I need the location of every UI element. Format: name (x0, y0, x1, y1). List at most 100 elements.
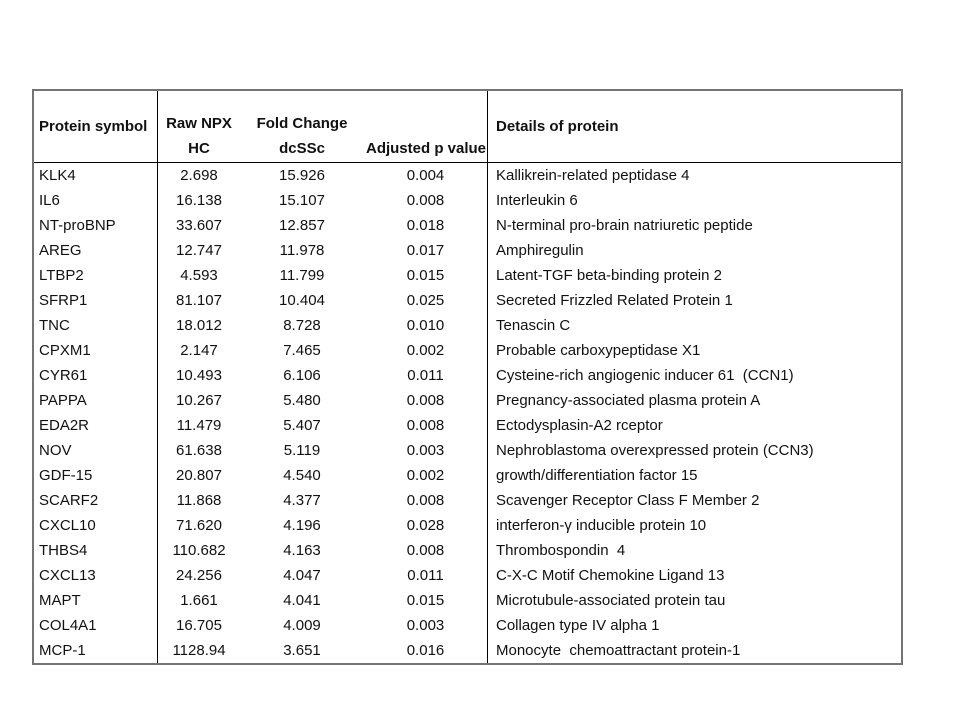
protein-details-cell: Microtubule-associated protein tau (496, 592, 726, 609)
table-row: AREG 12.747 11.978 0.017 Amphiregulin (34, 238, 901, 263)
raw-npx-hc-cell: 4.593 (180, 267, 218, 284)
raw-npx-hc-cell: 81.107 (176, 292, 222, 309)
table-row: THBS4 110.682 4.163 0.008 Thrombospondin… (34, 538, 901, 563)
table-row: NT-proBNP 33.607 12.857 0.018 N-terminal… (34, 213, 901, 238)
protein-symbol-cell: CXCL13 (34, 563, 158, 588)
adjusted-p-value-cell: 0.003 (364, 613, 488, 638)
table-row: CXCL13 24.256 4.047 0.011 C-X-C Motif Ch… (34, 563, 901, 588)
protein-details-cell: Amphiregulin (496, 242, 584, 259)
raw-npx-hc-cell: 33.607 (176, 217, 222, 234)
header-raw-npx: Raw NPX (166, 115, 232, 132)
protein-symbol-cell: AREG (34, 238, 158, 263)
fold-change-dcssc-cell: 8.728 (283, 317, 321, 334)
protein-details-cell: Monocyte chemoattractant protein-1 (496, 642, 741, 659)
header-values-group: Raw NPX Fold Change HC dcSSc Adjusted p … (158, 91, 488, 162)
protein-symbol-cell: MCP-1 (34, 638, 158, 663)
adjusted-p-value-cell: 0.010 (364, 313, 488, 338)
adjusted-p-value-cell: 0.015 (364, 263, 488, 288)
raw-npx-hc-cell: 71.620 (176, 517, 222, 534)
table-row: PAPPA 10.267 5.480 0.008 Pregnancy-assoc… (34, 388, 901, 413)
table-header-row: Protein symbol Raw NPX Fold Change HC dc… (34, 91, 901, 163)
adjusted-p-value-cell: 0.002 (364, 338, 488, 363)
protein-details-cell: growth/differentiation factor 15 (496, 467, 698, 484)
table-row: SCARF2 11.868 4.377 0.008 Scavenger Rece… (34, 488, 901, 513)
fold-change-dcssc-cell: 7.465 (283, 342, 321, 359)
adjusted-p-value-cell: 0.025 (364, 288, 488, 313)
fold-change-dcssc-cell: 4.163 (283, 542, 321, 559)
raw-npx-hc-cell: 16.705 (176, 617, 222, 634)
protein-symbol-cell: COL4A1 (34, 613, 158, 638)
adjusted-p-value-cell: 0.011 (364, 563, 488, 588)
fold-change-dcssc-cell: 5.407 (283, 417, 321, 434)
protein-symbol-cell: CYR61 (34, 363, 158, 388)
raw-npx-hc-cell: 10.267 (176, 392, 222, 409)
protein-details-cell: Collagen type IV alpha 1 (496, 617, 660, 634)
adjusted-p-value-cell: 0.011 (364, 363, 488, 388)
fold-change-dcssc-cell: 4.377 (283, 492, 321, 509)
raw-npx-hc-cell: 1128.94 (172, 642, 226, 659)
protein-details-cell: Scavenger Receptor Class F Member 2 (496, 492, 760, 509)
protein-symbol-cell: KLK4 (34, 163, 158, 188)
fold-change-dcssc-cell: 12.857 (279, 217, 325, 234)
protein-symbol-cell: MAPT (34, 588, 158, 613)
fold-change-dcssc-cell: 4.540 (283, 467, 321, 484)
table-row: COL4A1 16.705 4.009 0.003 Collagen type … (34, 613, 901, 638)
adjusted-p-value-cell: 0.008 (364, 488, 488, 513)
fold-change-dcssc-cell: 4.009 (283, 617, 321, 634)
table-row: IL6 16.138 15.107 0.008 Interleukin 6 (34, 188, 901, 213)
header-dcssc: dcSSc (279, 140, 325, 157)
protein-details-cell: Ectodysplasin-A2 rceptor (496, 417, 663, 434)
raw-npx-hc-cell: 2.698 (180, 167, 218, 184)
protein-details-cell: Secreted Frizzled Related Protein 1 (496, 292, 733, 309)
adjusted-p-value-cell: 0.002 (364, 463, 488, 488)
table-row: EDA2R 11.479 5.407 0.008 Ectodysplasin-A… (34, 413, 901, 438)
fold-change-dcssc-cell: 4.196 (283, 517, 321, 534)
fold-change-dcssc-cell: 11.799 (279, 267, 325, 284)
protein-details-cell: N-terminal pro-brain natriuretic peptide (496, 217, 753, 234)
adjusted-p-value-cell: 0.008 (364, 388, 488, 413)
table-row: CYR61 10.493 6.106 0.011 Cysteine-rich a… (34, 363, 901, 388)
protein-symbol-cell: NT-proBNP (34, 213, 158, 238)
raw-npx-hc-cell: 10.493 (176, 367, 222, 384)
protein-symbol-cell: PAPPA (34, 388, 158, 413)
adjusted-p-value-cell: 0.008 (364, 188, 488, 213)
protein-details-cell: Tenascin C (496, 317, 571, 334)
protein-details-cell: Interleukin 6 (496, 192, 578, 209)
protein-details-cell: Nephroblastoma overexpressed protein (CC… (496, 442, 814, 459)
protein-symbol-cell: CXCL10 (34, 513, 158, 538)
raw-npx-hc-cell: 11.868 (176, 492, 222, 509)
fold-change-dcssc-cell: 5.119 (283, 442, 321, 459)
fold-change-dcssc-cell: 10.404 (279, 292, 325, 309)
table-row: TNC 18.012 8.728 0.010 Tenascin C (34, 313, 901, 338)
raw-npx-hc-cell: 16.138 (176, 192, 222, 209)
header-fold-change: Fold Change (256, 115, 348, 132)
header-details-of-protein: Details of protein (496, 118, 619, 135)
protein-symbol-cell: SCARF2 (34, 488, 158, 513)
fold-change-dcssc-cell: 5.480 (283, 392, 321, 409)
raw-npx-hc-cell: 20.807 (176, 467, 222, 484)
raw-npx-hc-cell: 18.012 (176, 317, 222, 334)
adjusted-p-value-cell: 0.017 (364, 238, 488, 263)
fold-change-dcssc-cell: 6.106 (283, 367, 321, 384)
fold-change-dcssc-cell: 4.047 (283, 567, 321, 584)
protein-symbol-cell: THBS4 (34, 538, 158, 563)
raw-npx-hc-cell: 61.638 (176, 442, 222, 459)
raw-npx-hc-cell: 110.682 (172, 542, 226, 559)
protein-symbol-cell: TNC (34, 313, 158, 338)
header-hc: HC (188, 140, 210, 157)
protein-symbol-cell: CPXM1 (34, 338, 158, 363)
table-row: NOV 61.638 5.119 0.003 Nephroblastoma ov… (34, 438, 901, 463)
table-row: CXCL10 71.620 4.196 0.028 interferon-γ i… (34, 513, 901, 538)
header-spacer (364, 111, 488, 136)
fold-change-dcssc-cell: 15.107 (279, 192, 325, 209)
protein-details-cell: interferon-γ inducible protein 10 (496, 517, 707, 534)
adjusted-p-value-cell: 0.028 (364, 513, 488, 538)
header-adjusted-p-value: Adjusted p value (365, 140, 487, 157)
protein-symbol-cell: LTBP2 (34, 263, 158, 288)
protein-symbol-cell: SFRP1 (34, 288, 158, 313)
protein-details-cell: Cysteine-rich angiogenic inducer 61 (CCN… (496, 367, 794, 384)
table-body: KLK4 2.698 15.926 0.004 Kallikrein-relat… (34, 163, 901, 663)
fold-change-dcssc-cell: 3.651 (283, 642, 321, 659)
adjusted-p-value-cell: 0.008 (364, 538, 488, 563)
